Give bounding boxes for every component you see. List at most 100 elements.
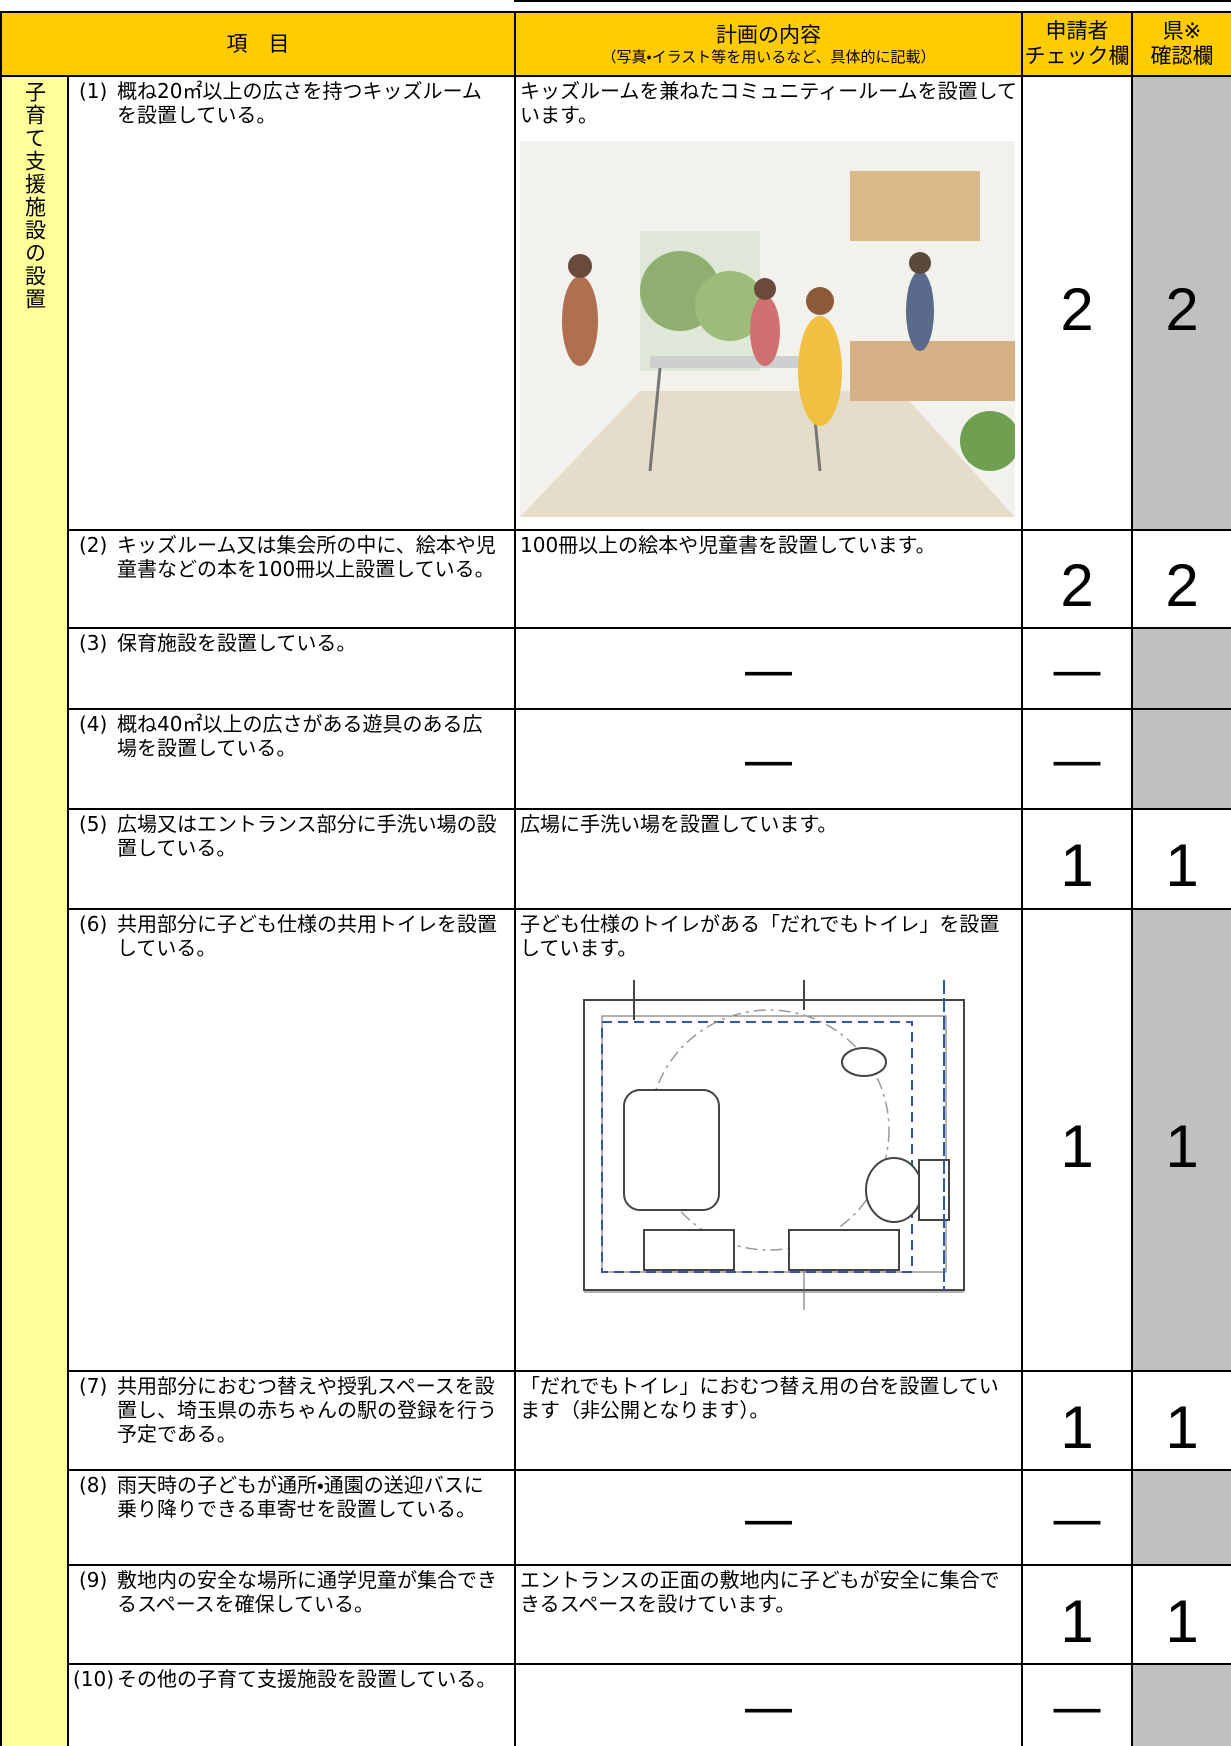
content-text: 広場に手洗い場を設置しています。 xyxy=(520,812,838,836)
item-number: (4) xyxy=(79,712,108,736)
item-text: 広場又はエントランス部分に手洗い場の設置している。 xyxy=(117,812,497,860)
content-dash: — xyxy=(742,1489,795,1550)
row: (3) 保育施設を設置している。 — — xyxy=(1,627,1231,710)
content-text: エントランスの正面の敷地内に子どもが安全に集合できるスペースを設けています。 xyxy=(520,1568,1000,1616)
applicant-cell: 1 xyxy=(1021,908,1133,1372)
content-dash: — xyxy=(742,640,795,701)
item-text: 共用部分におむつ替えや授乳スペースを設置し、埼玉県の赤ちゃんの駅の登録を行う予定… xyxy=(117,1374,497,1446)
content-text: 100冊以上の絵本や児童書を設置しています。 xyxy=(520,533,936,557)
applicant-cell: 1 xyxy=(1021,808,1133,910)
item-number: (7) xyxy=(79,1374,108,1398)
item-cell: (2) キッズルーム又は集会所の中に、絵本や児童書などの本を100冊以上設置してい… xyxy=(67,529,516,629)
header-content-title: 計画の内容 xyxy=(716,22,821,47)
item-cell: (6) 共用部分に子ども仕様の共用トイレを設置している。 xyxy=(67,908,516,1372)
content-text: 「だれでもトイレ」におむつ替え用の台を設置しています（非公開となります）。 xyxy=(520,1374,999,1422)
applicant-cell: — xyxy=(1021,1663,1133,1746)
item-cell: (1) 概ね20㎡以上の広さを持つキッズルームを設置している。 xyxy=(67,75,516,531)
applicant-score: 1 xyxy=(1060,832,1094,899)
row: (2) キッズルーム又は集会所の中に、絵本や児童書などの本を100冊以上設置してい… xyxy=(1,529,1231,629)
toilet-floor-plan xyxy=(583,980,965,1310)
header-content-note: （写真・イラスト等を用いるなど、具体的に記載） xyxy=(601,47,936,66)
item-text: 概ね40㎡以上の広さがある遊具のある広場を設置している。 xyxy=(117,712,483,760)
item-number: (6) xyxy=(79,912,108,936)
content-cell: — xyxy=(514,708,1023,810)
prefecture-cell: 1 xyxy=(1131,1564,1231,1665)
content-text: 子ども仕様のトイレがある「だれでもトイレ」を設置しています。 xyxy=(520,912,1000,960)
prefecture-cell xyxy=(1131,627,1231,710)
header-applicant-line: 申請者 xyxy=(1045,19,1109,43)
item-cell: (4) 概ね40㎡以上の広さがある遊具のある広場を設置している。 xyxy=(67,708,516,810)
item-text: キッズルーム又は集会所の中に、絵本や児童書などの本を100冊以上設置している。 xyxy=(117,533,496,581)
content-cell: エントランスの正面の敷地内に子どもが安全に集合できるスペースを設けています。 xyxy=(514,1564,1023,1665)
prefecture-cell: 1 xyxy=(1131,1370,1231,1471)
row: 子育て支援施設の設置 (1) 概ね20㎡以上の広さを持つキッズルームを設置している… xyxy=(0,75,1231,1746)
item-text: 共用部分に子ども仕様の共用トイレを設置している。 xyxy=(117,912,497,960)
content-text: キッズルームを兼ねたコミュニティールームを設置しています。 xyxy=(520,79,1017,127)
content-cell: — xyxy=(514,1663,1023,1746)
prefecture-cell: 2 xyxy=(1131,529,1231,629)
item-number: (2) xyxy=(79,533,108,557)
category: 子育て支援施設の設置 xyxy=(22,81,47,311)
applicant-cell: — xyxy=(1021,1469,1133,1566)
item-cell: (10) その他の子育て支援施設を設置している。 xyxy=(67,1663,516,1746)
header-applicant-line: チェック欄 xyxy=(1024,44,1130,68)
item-cell: (9) 敷地内の安全な場所に通学児童が集合できるスペースを確保している。 xyxy=(67,1564,516,1665)
prefecture-score: 1 xyxy=(1165,832,1199,899)
applicant-cell: — xyxy=(1021,708,1133,810)
item-number: (3) xyxy=(79,631,108,655)
applicant-dash: — xyxy=(1051,1677,1103,1738)
kids-room-illustration xyxy=(520,141,1015,517)
item-number: (9) xyxy=(79,1568,108,1592)
applicant-dash: — xyxy=(1051,640,1103,701)
content-cell: — xyxy=(514,1469,1023,1566)
applicant-dash: — xyxy=(1051,1489,1103,1550)
item-cell: (7) 共用部分におむつ替えや授乳スペースを設置し、埼玉県の赤ちゃんの駅の登録を行… xyxy=(67,1370,516,1471)
item-cell: (5) 広場又はエントランス部分に手洗い場の設置している。 xyxy=(67,808,516,910)
content-cell: 「だれでもトイレ」におむつ替え用の台を設置しています（非公開となります）。 xyxy=(514,1370,1023,1471)
item-cell: (8) 雨天時の子どもが通所・通園の送迎バスに乗り降りできる車寄せを設置している。 xyxy=(67,1469,516,1566)
item-number: (8) xyxy=(79,1473,108,1497)
applicant-score: 1 xyxy=(1060,1113,1094,1180)
content-cell: 広場に手洗い場を設置しています。 xyxy=(514,808,1023,910)
prefecture-cell xyxy=(1131,708,1231,810)
prefecture-score: 1 xyxy=(1165,1113,1199,1180)
content-cell: 子ども仕様のトイレがある「だれでもトイレ」を設置しています。 xyxy=(514,908,1023,1372)
content-cell: 100冊以上の絵本や児童書を設置しています。 xyxy=(514,529,1023,629)
content-cell: — xyxy=(514,627,1023,710)
prefecture-score: 2 xyxy=(1165,276,1199,343)
item-text: 保育施設を設置している。 xyxy=(117,631,357,655)
top-rule xyxy=(514,0,1231,2)
item-text: 敷地内の安全な場所に通学児童が集合できるスペースを確保している。 xyxy=(117,1568,497,1616)
header-prefecture-line: 確認欄 xyxy=(1150,44,1214,68)
header-item: 項 目 xyxy=(0,11,516,77)
item-text: 雨天時の子どもが通所・通園の送迎バスに乗り降りできる車寄せを設置している。 xyxy=(117,1473,484,1521)
applicant-score: 1 xyxy=(1060,1587,1094,1655)
item-cell: (3) 保育施設を設置している。 xyxy=(67,627,516,710)
content-cell: キッズルームを兼ねたコミュニティールームを設置しています。 xyxy=(514,75,1023,531)
applicant-cell: 1 xyxy=(1021,1370,1133,1471)
item-text: その他の子育て支援施設を設置している。 xyxy=(117,1667,497,1691)
applicant-score: 2 xyxy=(1060,276,1094,343)
prefecture-cell: 2 xyxy=(1131,75,1231,531)
prefecture-score: 1 xyxy=(1165,1587,1199,1655)
item-text: 概ね20㎡以上の広さを持つキッズルームを設置している。 xyxy=(117,79,482,127)
row: (10) その他の子育て支援施設を設置している。 — — xyxy=(1,1663,1231,1746)
content-dash: — xyxy=(742,731,795,791)
header-prefecture-line: 県※ xyxy=(1162,19,1202,43)
row: (5) 広場又はエントランス部分に手洗い場の設置している。 広場に手洗い場を設置し… xyxy=(1,808,1231,910)
content-dash: — xyxy=(742,1677,795,1738)
prefecture-cell: 1 xyxy=(1131,908,1231,1372)
prefecture-cell xyxy=(1131,1663,1231,1746)
applicant-cell: 2 xyxy=(1021,529,1133,629)
applicant-score: 1 xyxy=(1060,1393,1094,1461)
applicant-dash: — xyxy=(1051,731,1103,791)
applicant-cell: 2 xyxy=(1021,75,1133,531)
prefecture-score: 2 xyxy=(1165,552,1199,619)
row: (4) 概ね40㎡以上の広さがある遊具のある広場を設置している。 — — xyxy=(1,708,1231,810)
applicant-cell: — xyxy=(1021,627,1133,710)
header-applicant: 申請者 チェック欄 xyxy=(1021,11,1133,77)
item-number: (10) xyxy=(73,1667,115,1691)
checklist-table: 項 目 計画の内容 （写真・イラスト等を用いるなど、具体的に記載） 申請者 チェック… xyxy=(0,11,1231,1746)
row: (8) 雨天時の子どもが通所・通園の送迎バスに乗り降りできる車寄せを設置している。… xyxy=(1,1469,1231,1566)
